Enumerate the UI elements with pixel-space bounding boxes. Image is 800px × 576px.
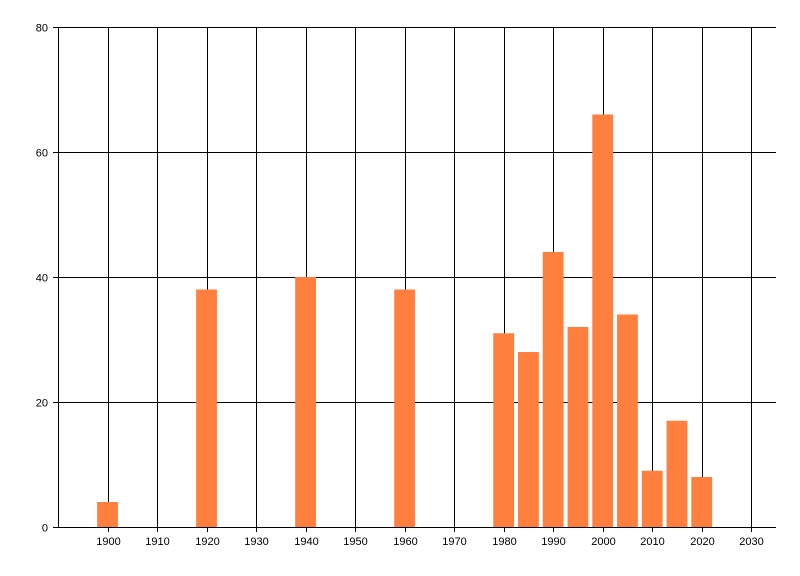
axes bbox=[53, 27, 776, 532]
bar bbox=[196, 289, 217, 527]
bar bbox=[394, 289, 416, 527]
x-tick-label: 1990 bbox=[541, 536, 565, 548]
bar bbox=[666, 420, 688, 527]
bar bbox=[493, 333, 515, 527]
bars bbox=[97, 114, 713, 527]
x-tick-label: 1930 bbox=[244, 536, 268, 548]
x-tick-label: 2030 bbox=[739, 536, 763, 548]
bar bbox=[691, 477, 713, 527]
x-tick-label: 1960 bbox=[393, 536, 417, 548]
x-tick-label: 1950 bbox=[343, 536, 367, 548]
x-tick-label: 1980 bbox=[492, 536, 516, 548]
bar bbox=[617, 314, 638, 527]
y-tick-label: 20 bbox=[36, 398, 48, 410]
bar bbox=[97, 502, 118, 527]
x-tick-label: 1900 bbox=[96, 536, 120, 548]
y-tick-label: 0 bbox=[42, 523, 48, 535]
x-tick-label: 2000 bbox=[591, 536, 615, 548]
x-tick-label: 1920 bbox=[195, 536, 219, 548]
tick-labels: 0 20 40 60 80 1900 1910 1920 1930 1940 1950 1960 197… bbox=[36, 23, 764, 549]
bar bbox=[518, 352, 539, 527]
x-tick-label: 1970 bbox=[442, 536, 466, 548]
y-tick-label: 80 bbox=[36, 23, 48, 35]
bar bbox=[567, 327, 589, 527]
x-tick-label: 2020 bbox=[690, 536, 714, 548]
x-tick-label: 1910 bbox=[145, 536, 169, 548]
x-tick-label: 1940 bbox=[294, 536, 318, 548]
bar bbox=[592, 114, 614, 527]
bar bbox=[641, 470, 663, 527]
y-tick-label: 60 bbox=[36, 148, 48, 160]
x-tick-label: 2010 bbox=[640, 536, 664, 548]
y-tick-label: 40 bbox=[36, 273, 48, 285]
bar bbox=[295, 277, 316, 527]
bar bbox=[542, 252, 564, 527]
